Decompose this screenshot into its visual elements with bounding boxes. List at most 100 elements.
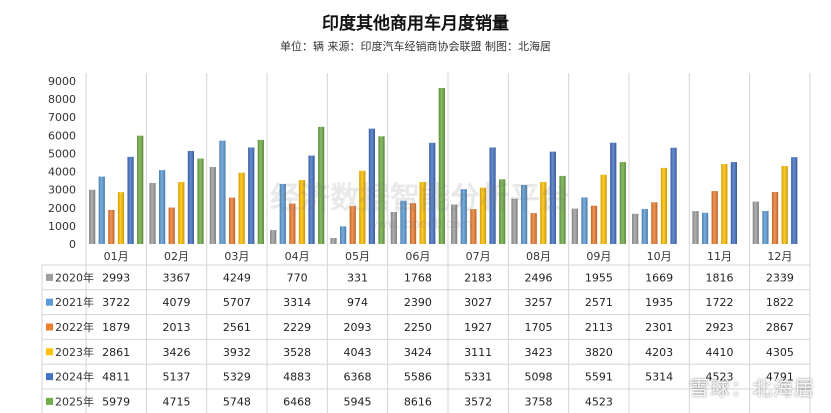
table-cell-value: 2561 bbox=[223, 321, 251, 334]
bar-shading bbox=[730, 162, 737, 244]
bar-shading bbox=[108, 209, 115, 244]
legend-swatch bbox=[46, 373, 53, 381]
bar-shading bbox=[197, 158, 204, 244]
table-cell-value: 2250 bbox=[404, 321, 432, 334]
table-cell-value: 3820 bbox=[585, 346, 613, 359]
bar-shading bbox=[660, 167, 668, 244]
table-cell-value: 8616 bbox=[404, 395, 432, 408]
x-tick-label: 04月 bbox=[285, 250, 310, 263]
bar-shading bbox=[641, 208, 648, 244]
table-cell-value: 4249 bbox=[223, 271, 251, 284]
table-cell-value: 4523 bbox=[585, 395, 613, 408]
y-tick-label: 5000 bbox=[48, 147, 76, 160]
table-cell-value: 5979 bbox=[102, 395, 130, 408]
y-tick-label: 3000 bbox=[48, 184, 76, 197]
table-cell-value: 974 bbox=[347, 296, 368, 309]
bar-shading bbox=[610, 142, 617, 244]
table-cell-value: 2867 bbox=[766, 321, 794, 334]
table-cell-value: 3314 bbox=[283, 296, 311, 309]
table-cell-value: 1768 bbox=[404, 271, 432, 284]
table-cell-value: 331 bbox=[347, 271, 368, 284]
bar-shading bbox=[409, 203, 417, 244]
table-cell-value: 2301 bbox=[645, 321, 673, 334]
bar-shading bbox=[600, 174, 607, 244]
y-tick-label: 9000 bbox=[48, 75, 76, 88]
table-cell-value: 1935 bbox=[645, 296, 673, 309]
x-tick-label: 02月 bbox=[164, 250, 189, 263]
table-cell-value: 5137 bbox=[163, 371, 191, 384]
table-cell-value: 4811 bbox=[102, 371, 130, 384]
table-cell-value: 2229 bbox=[283, 321, 311, 334]
bar-shading bbox=[340, 226, 347, 244]
bar-shading bbox=[479, 187, 487, 244]
table-cell-value: 4523 bbox=[706, 371, 734, 384]
table-cell-value: 4043 bbox=[344, 346, 372, 359]
table-cell-value: 4715 bbox=[163, 395, 191, 408]
table-cell-value: 5748 bbox=[223, 395, 251, 408]
bar-shading bbox=[89, 189, 96, 244]
bar-shading bbox=[98, 176, 105, 244]
x-tick-label: 11月 bbox=[707, 250, 732, 263]
legend-swatch bbox=[46, 348, 53, 356]
bar-shading bbox=[511, 198, 518, 244]
bar-shading bbox=[499, 179, 506, 244]
y-axis: 0 1000 2000 3000 4000 5000 6000 7000 8000 9000 bbox=[48, 75, 76, 251]
table-cell-value: 3027 bbox=[464, 296, 492, 309]
bar-shading bbox=[349, 206, 356, 244]
table-cell-value: 3257 bbox=[525, 296, 553, 309]
table-cell-value: 5331 bbox=[464, 371, 492, 384]
x-axis-category-labels: 01月 02月 03月 04月 05月 06月 07月 08月 09月 10月 11月 12月 bbox=[104, 250, 793, 263]
table-cell-value: 2571 bbox=[585, 296, 613, 309]
bar-shading bbox=[219, 140, 226, 244]
table-cell-value: 3367 bbox=[163, 271, 191, 284]
bar-shading bbox=[149, 183, 156, 244]
table-cell-value: 3423 bbox=[525, 346, 553, 359]
bar-shading bbox=[390, 211, 397, 244]
table-cell-value: 4410 bbox=[706, 346, 734, 359]
table-cell-value: 1722 bbox=[706, 296, 734, 309]
y-tick-label: 0 bbox=[69, 238, 76, 251]
bar-shading bbox=[521, 185, 528, 244]
bar-shading bbox=[540, 182, 547, 244]
bar-shading bbox=[781, 166, 788, 244]
bar-shading bbox=[359, 170, 366, 244]
table-cell-value: 2861 bbox=[102, 346, 130, 359]
bar-shading bbox=[308, 155, 315, 244]
bar-shading bbox=[651, 202, 658, 244]
table-cell-value: 3722 bbox=[102, 296, 130, 309]
x-tick-label: 08月 bbox=[526, 250, 551, 263]
table-cell-value: 2093 bbox=[344, 321, 372, 334]
table-cell-value: 3111 bbox=[464, 346, 492, 359]
table-cell-value: 3572 bbox=[464, 395, 492, 408]
legend-swatch bbox=[46, 397, 53, 405]
bar-shading bbox=[168, 207, 175, 244]
table-cell-value: 1816 bbox=[706, 271, 734, 284]
table-cell-value: 2113 bbox=[585, 321, 613, 334]
bar-shading bbox=[711, 191, 718, 244]
legend-series-name: 2025年 bbox=[55, 394, 94, 408]
table-cell-value: 4203 bbox=[645, 346, 673, 359]
bar-shading bbox=[117, 192, 125, 244]
y-tick-label: 7000 bbox=[48, 111, 76, 124]
bar-shading bbox=[489, 147, 496, 244]
bar-shading bbox=[791, 157, 798, 244]
bar-shading bbox=[270, 230, 277, 244]
bar-shading bbox=[187, 150, 194, 244]
bar-shading bbox=[378, 136, 385, 244]
bar-shading bbox=[400, 200, 407, 244]
bar-shading bbox=[670, 147, 677, 244]
table-cell-value: 770 bbox=[287, 271, 308, 284]
y-tick-label: 8000 bbox=[48, 93, 76, 106]
bar-shading bbox=[702, 212, 709, 244]
bar-shading bbox=[771, 192, 779, 244]
y-tick-label: 6000 bbox=[48, 129, 76, 142]
table-cell-value: 4305 bbox=[766, 346, 794, 359]
chart-title: 印度其他商用车月度销量 bbox=[322, 14, 509, 34]
table-cell-value: 1705 bbox=[525, 321, 553, 334]
x-tick-label: 01月 bbox=[104, 250, 129, 263]
bar-shading bbox=[228, 197, 236, 244]
bar-shading bbox=[178, 181, 185, 244]
table-cell-value: 1822 bbox=[766, 296, 794, 309]
table-cell-value: 5945 bbox=[344, 395, 372, 408]
